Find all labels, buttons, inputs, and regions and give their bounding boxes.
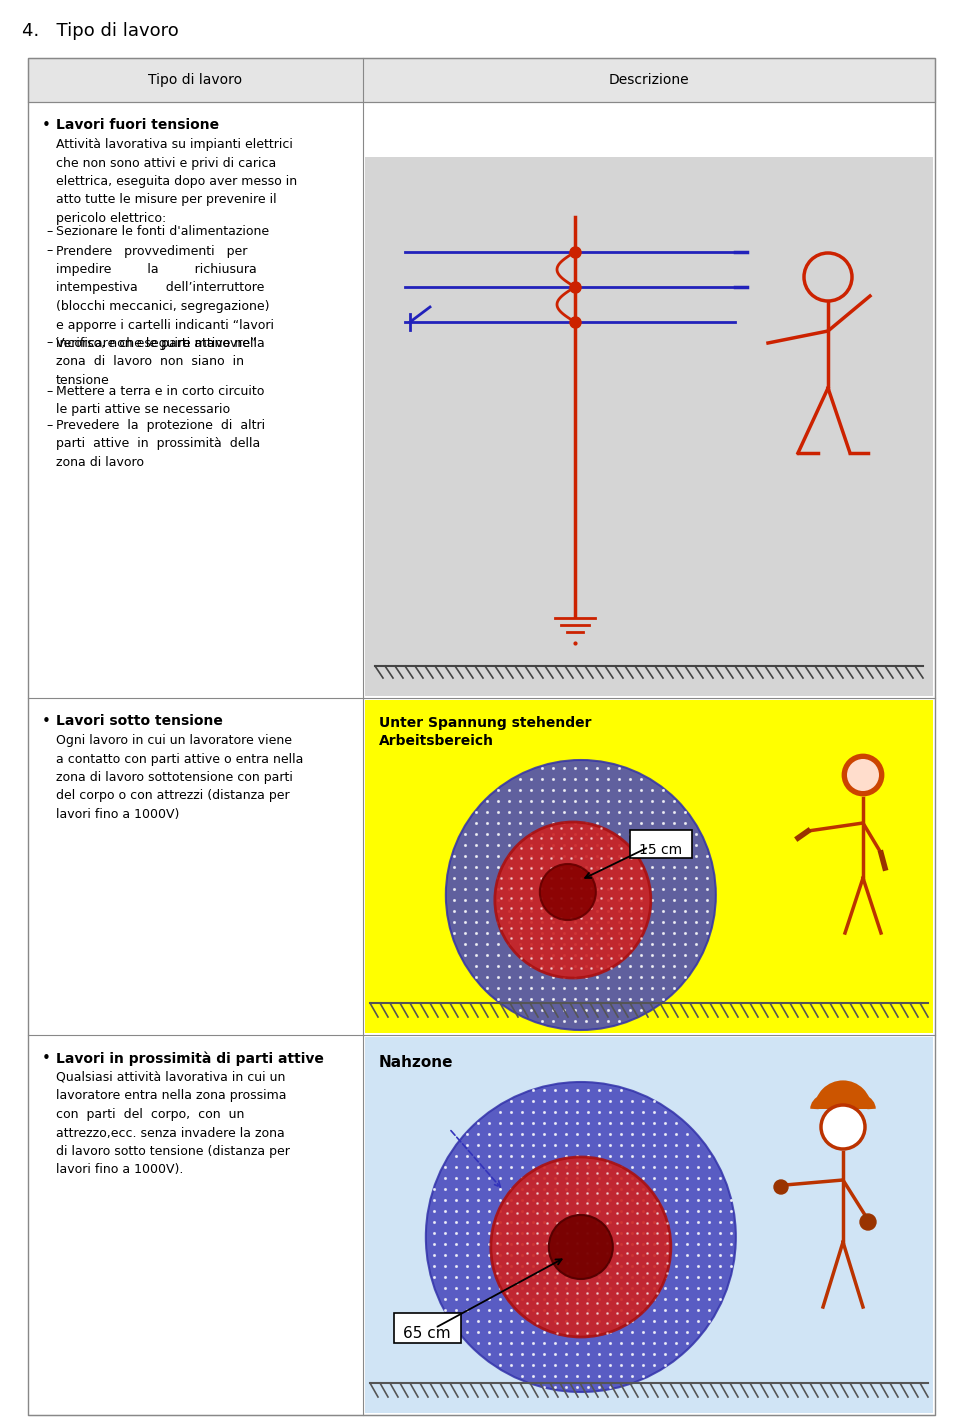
Text: Arbeitsbereich: Arbeitsbereich (379, 734, 494, 749)
Circle shape (540, 864, 596, 920)
Text: 4.   Tipo di lavoro: 4. Tipo di lavoro (22, 21, 179, 40)
Text: •: • (42, 714, 51, 729)
Polygon shape (365, 700, 933, 1032)
Text: Mettere a terra e in corto circuito
le parti attive se necessario: Mettere a terra e in corto circuito le p… (56, 385, 264, 416)
Text: 65 cm: 65 cm (403, 1326, 451, 1340)
Text: Descrizione: Descrizione (609, 73, 689, 87)
Text: –: – (46, 244, 52, 258)
Circle shape (491, 1156, 671, 1338)
Circle shape (774, 1179, 788, 1194)
Text: Verificare che le parti attive nella
zona  di  lavoro  non  siano  in
tensione: Verificare che le parti attive nella zon… (56, 337, 265, 386)
Text: Ogni lavoro in cui un lavoratore viene
a contatto con parti attive o entra nella: Ogni lavoro in cui un lavoratore viene a… (56, 734, 303, 821)
Text: Lavori in prossimità di parti attive: Lavori in prossimità di parti attive (56, 1051, 324, 1065)
Text: •: • (42, 1051, 51, 1067)
Text: Lavori fuori tensione: Lavori fuori tensione (56, 118, 219, 133)
Text: –: – (46, 419, 52, 432)
Text: Sezionare le fonti d'alimentazione: Sezionare le fonti d'alimentazione (56, 225, 269, 238)
Text: Prevedere  la  protezione  di  altri
parti  attive  in  prossimità  della
zona d: Prevedere la protezione di altri parti a… (56, 419, 265, 469)
Circle shape (843, 754, 883, 796)
Polygon shape (28, 58, 935, 103)
Text: Qualsiasi attività lavorativa in cui un
lavoratore entra nella zona prossima
con: Qualsiasi attività lavorativa in cui un … (56, 1071, 290, 1176)
Circle shape (847, 759, 879, 791)
Text: Tipo di lavoro: Tipo di lavoro (149, 73, 243, 87)
Polygon shape (365, 1037, 933, 1413)
Text: 15 cm: 15 cm (639, 843, 683, 857)
Text: –: – (46, 337, 52, 349)
Circle shape (494, 821, 651, 978)
FancyBboxPatch shape (630, 830, 692, 858)
Circle shape (821, 1105, 865, 1149)
Polygon shape (365, 157, 933, 696)
Text: Prendere   provvedimenti   per
impedire         la         richiusura
intempesti: Prendere provvedimenti per impedire la r… (56, 244, 274, 349)
Text: Lavori sotto tensione: Lavori sotto tensione (56, 714, 223, 729)
Circle shape (445, 760, 716, 1030)
Circle shape (426, 1082, 736, 1392)
FancyBboxPatch shape (394, 1313, 461, 1343)
Text: –: – (46, 385, 52, 398)
Wedge shape (814, 1081, 872, 1109)
Text: •: • (42, 118, 51, 133)
Text: Unter Spannung stehender: Unter Spannung stehender (379, 716, 591, 730)
Text: Nahzone: Nahzone (379, 1055, 453, 1070)
Text: Attività lavorativa su impianti elettrici
che non sono attivi e privi di carica
: Attività lavorativa su impianti elettric… (56, 138, 298, 225)
Text: –: – (46, 225, 52, 238)
Circle shape (860, 1214, 876, 1231)
Circle shape (549, 1215, 612, 1279)
